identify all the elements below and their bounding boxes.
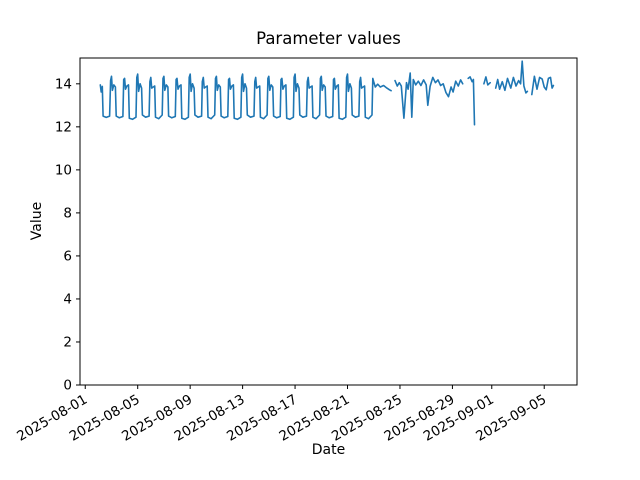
axes-frame [79,57,578,386]
y-tick-label: 8 [63,205,72,221]
series-line [99,60,555,126]
y-tick-label: 14 [55,76,72,92]
y-tick-label: 10 [55,162,72,178]
y-tick-label: 0 [63,378,72,394]
y-axis-label: Value [29,201,45,241]
y-tick-label: 4 [63,291,72,307]
y-tick-label: 12 [55,119,72,135]
y-tick-label: 2 [63,334,72,350]
x-axis-label: Date [311,442,346,458]
chart-title: Parameter values [256,29,401,48]
y-tick-label: 6 [63,248,72,264]
